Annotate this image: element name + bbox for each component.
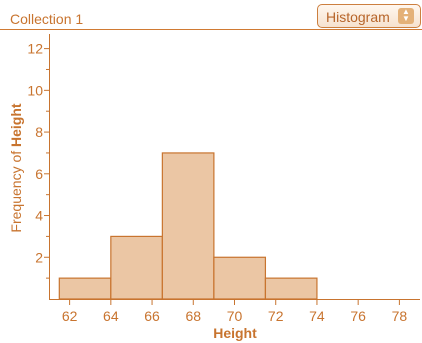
y-axis-title: Frequency of Height	[8, 103, 24, 232]
y-axis-title-attribute: Height	[8, 103, 24, 147]
y-tick-label: 10	[27, 82, 43, 98]
histogram-bar[interactable]	[264, 277, 318, 300]
histogram-bar[interactable]	[161, 152, 215, 300]
plot-type-select[interactable]: Histogram ▲ ▼	[317, 4, 421, 28]
x-tick-label: 62	[62, 308, 78, 324]
y-tick-label: 12	[27, 41, 43, 57]
plot-type-label: Histogram	[326, 9, 390, 25]
histogram-bar[interactable]	[213, 256, 267, 300]
histogram-bar[interactable]	[58, 277, 112, 300]
y-tick-label: 6	[35, 166, 43, 182]
x-tick-label: 74	[309, 308, 325, 324]
y-tick-label: 8	[35, 124, 43, 140]
x-tick-label: 64	[103, 308, 119, 324]
x-tick-label: 76	[350, 308, 366, 324]
x-axis-title: Height	[213, 325, 257, 341]
x-tick-label: 70	[227, 308, 243, 324]
x-tick-label: 78	[392, 308, 408, 324]
x-tick-label: 66	[144, 308, 160, 324]
collection-title: Collection 1	[10, 11, 84, 27]
histogram-bar[interactable]	[110, 235, 163, 300]
y-tick-label: 4	[35, 208, 43, 224]
up-down-arrows-icon[interactable]: ▲ ▼	[398, 8, 414, 24]
y-axis-title-prefix: Frequency of	[8, 147, 24, 233]
header-divider	[0, 29, 422, 30]
y-tick-label: 2	[35, 249, 43, 265]
x-tick-label: 68	[185, 308, 201, 324]
x-tick-label: 72	[268, 308, 284, 324]
